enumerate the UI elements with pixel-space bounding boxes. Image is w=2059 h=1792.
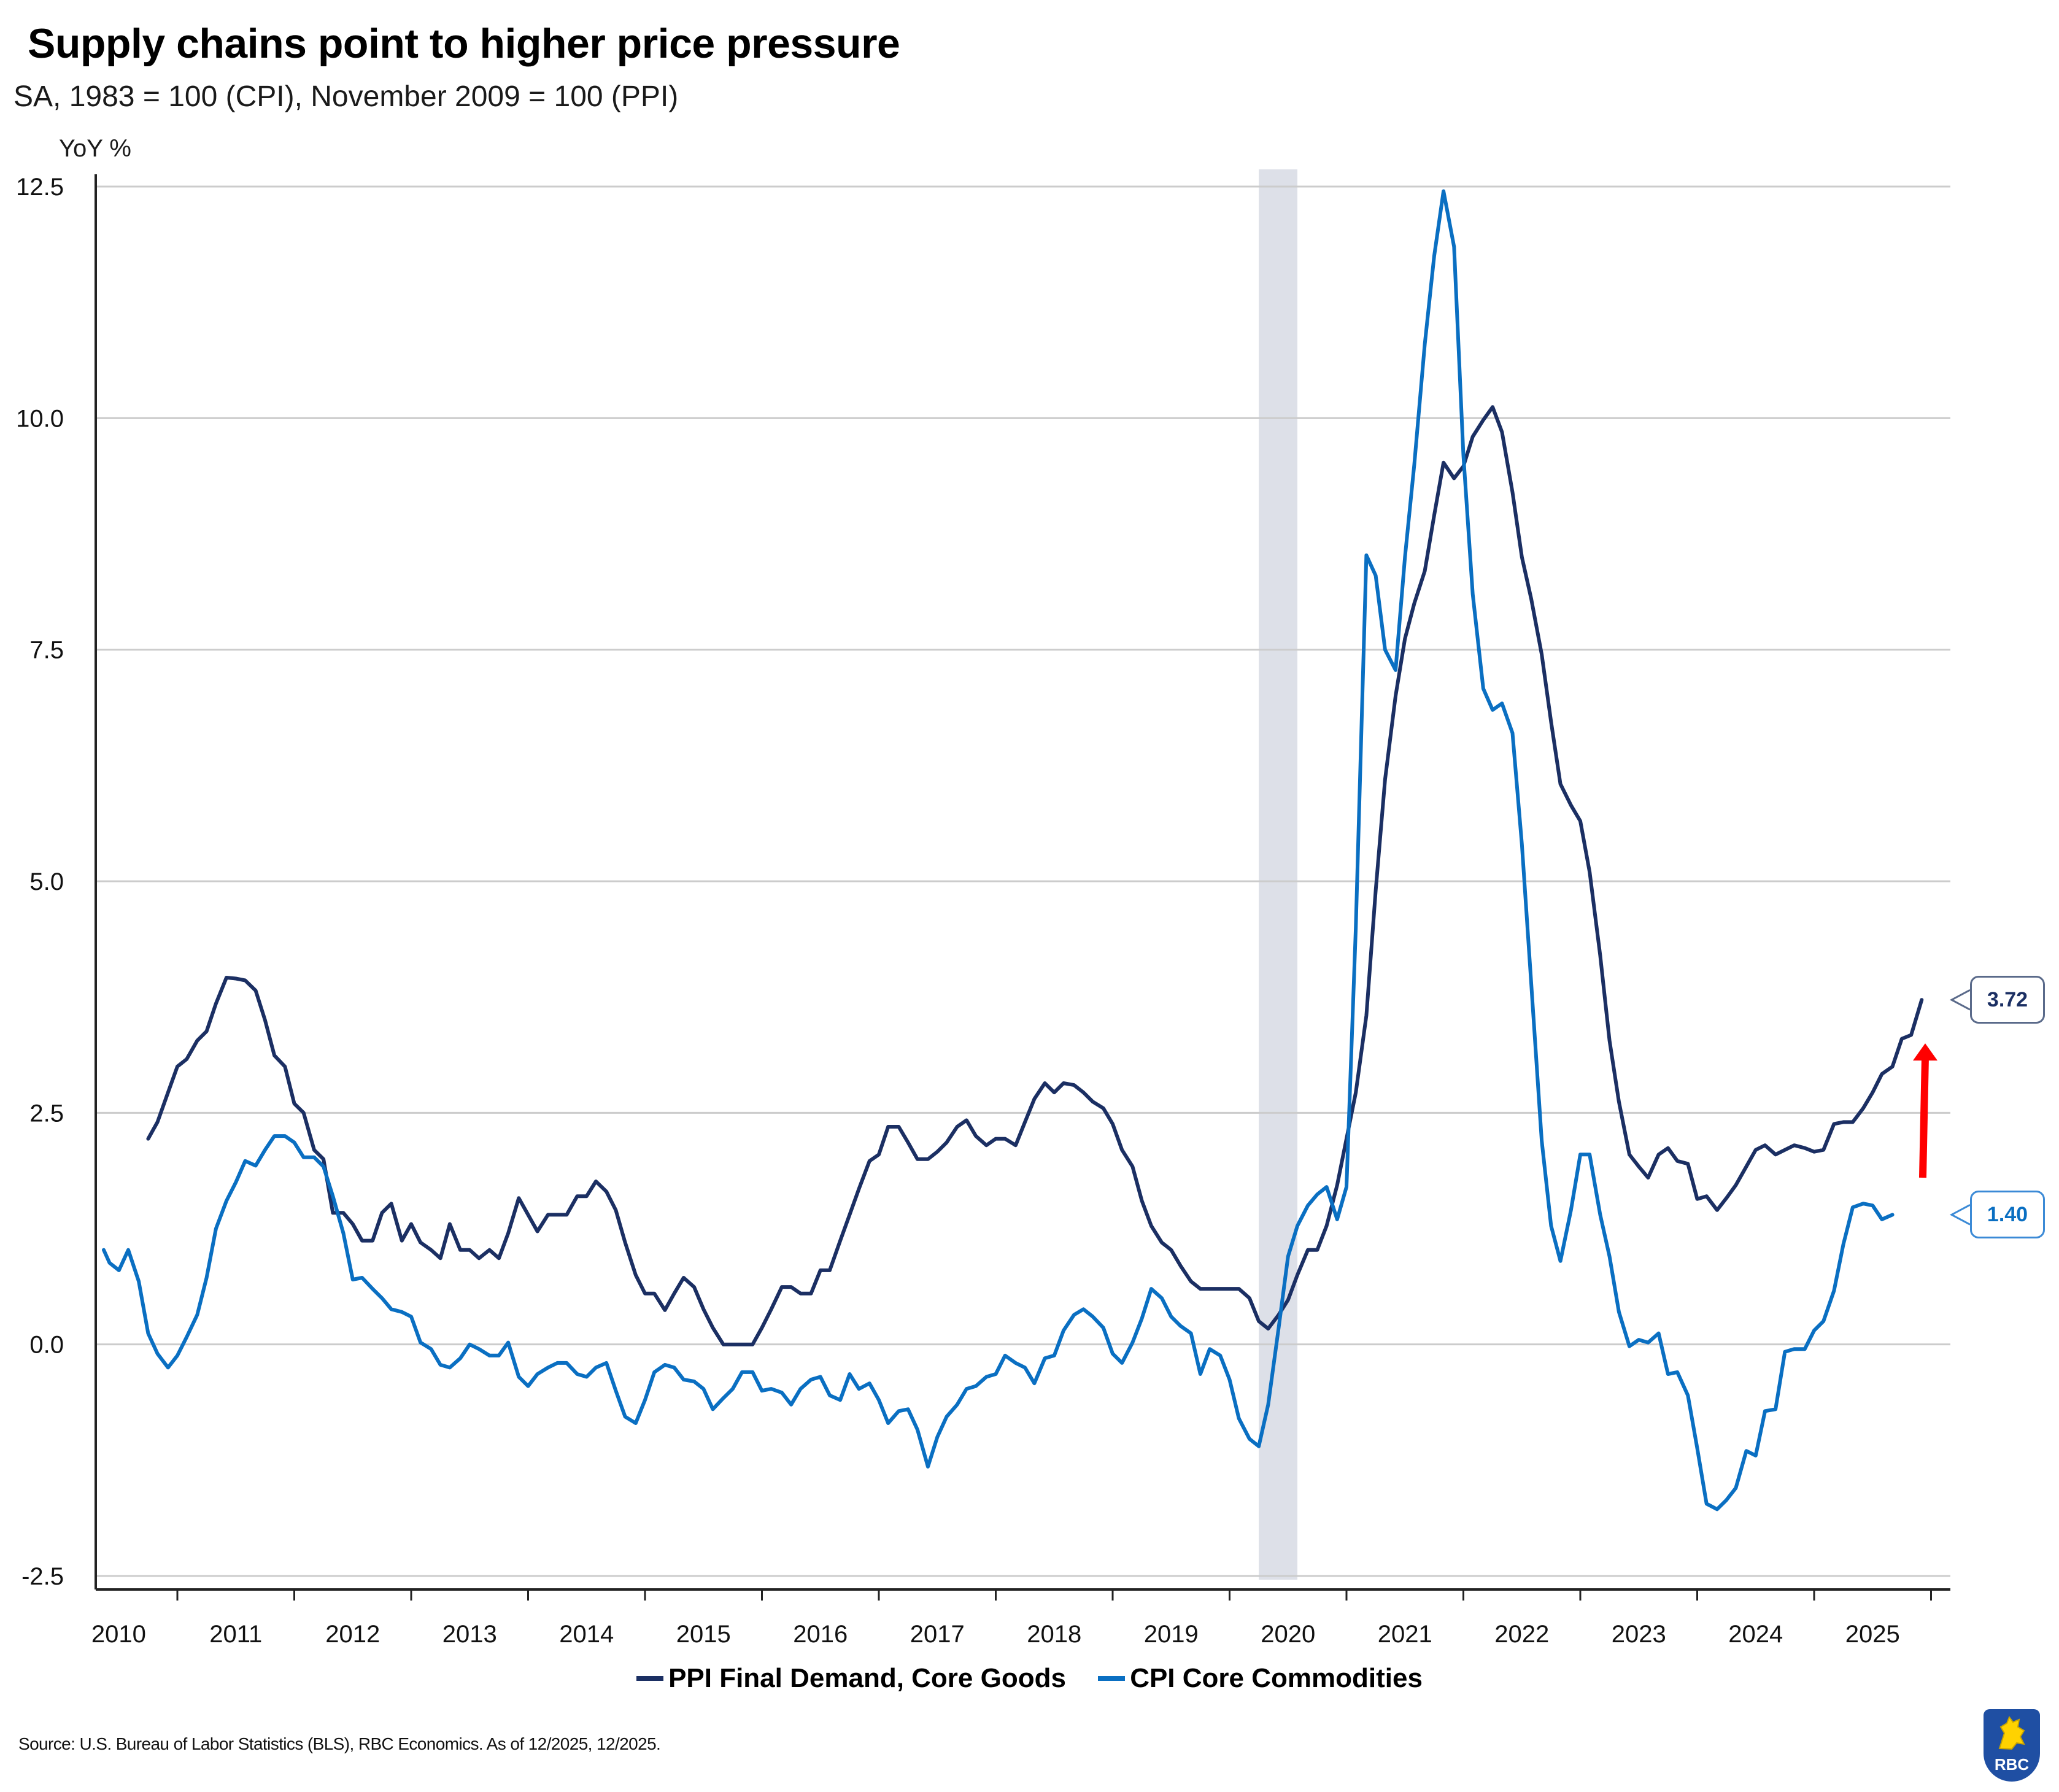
- cpi-line: [102, 189, 1895, 1512]
- red-arrow-shaft: [1918, 1058, 1929, 1178]
- cpi-last-value-callout: 1.40: [1970, 1191, 2045, 1239]
- rbc-logo: RBC: [1984, 1709, 2040, 1782]
- legend-item-ppi[interactable]: PPI Final Demand, Core Goods: [636, 1663, 1066, 1694]
- gridlines: [96, 185, 1950, 1577]
- recession-band: [1259, 169, 1297, 1580]
- legend-swatch-ppi: [636, 1676, 664, 1681]
- x-tick-label: 2022: [1494, 1621, 1549, 1648]
- source-note: Source: U.S. Bureau of Labor Statistics …: [18, 1734, 661, 1753]
- cpi-last-value: 1.40: [1987, 1202, 2028, 1226]
- x-tick-label: 2012: [325, 1621, 380, 1648]
- y-tick-label: -2.5: [21, 1563, 64, 1590]
- rbc-logo-text: RBC: [1994, 1755, 2030, 1774]
- legend-item-cpi[interactable]: CPI Core Commodities: [1098, 1663, 1423, 1694]
- recession-shading-layer: [1259, 169, 1297, 1580]
- callout-pointer: [1949, 1204, 1971, 1226]
- y-tick-label: 5.0: [29, 868, 64, 895]
- series-lines: [102, 189, 1924, 1512]
- x-tick-label: 2021: [1378, 1621, 1432, 1648]
- x-tick-label: 2010: [91, 1621, 146, 1648]
- legend-swatch-cpi: [1098, 1676, 1126, 1681]
- y-tick-label: 2.5: [29, 1100, 64, 1127]
- x-tick-label: 2017: [910, 1621, 965, 1648]
- legend-label-ppi: PPI Final Demand, Core Goods: [668, 1663, 1066, 1693]
- x-tick-label: 2018: [1027, 1621, 1081, 1648]
- ppi-line: [146, 405, 1924, 1346]
- x-tick-label: 2019: [1144, 1621, 1199, 1648]
- x-tick-label: 2015: [676, 1621, 731, 1648]
- x-tick-label: 2023: [1612, 1621, 1666, 1648]
- x-tick-label: 2024: [1728, 1621, 1783, 1648]
- y-tick-label: 12.5: [16, 174, 64, 201]
- callout-pointer: [1949, 989, 1971, 1011]
- annotations: [1912, 989, 1971, 1226]
- x-tick-label: 2020: [1261, 1621, 1315, 1648]
- axes: 12.5 10.0 7.5 5.0 2.5 0.0 -2.5 2010 2011 2012 2013…: [16, 174, 1950, 1648]
- y-tick-label: 10.0: [16, 405, 64, 432]
- rbc-lion-icon: [1998, 1715, 2025, 1750]
- legend: PPI Final Demand, Core Goods CPI Core Co…: [0, 1657, 2059, 1694]
- red-arrow-head: [1912, 1043, 1937, 1061]
- y-tick-label: 7.5: [29, 637, 64, 664]
- ppi-last-value: 3.72: [1987, 987, 2028, 1011]
- legend-label-cpi: CPI Core Commodities: [1130, 1663, 1423, 1693]
- y-tick-label: 0.0: [29, 1332, 64, 1359]
- chart-title: Supply chains point to higher price pres…: [28, 20, 900, 67]
- x-tick-label: 2011: [209, 1621, 262, 1648]
- y-axis-unit-label: YoY %: [59, 135, 131, 162]
- chart-subtitle: SA, 1983 = 100 (CPI), November 2009 = 10…: [14, 80, 679, 113]
- ppi-last-value-callout: 3.72: [1970, 976, 2045, 1024]
- x-tick-label: 2016: [793, 1621, 848, 1648]
- x-tick-label: 2013: [442, 1621, 497, 1648]
- x-tick-label: 2014: [559, 1621, 614, 1648]
- x-tick-label: 2025: [1845, 1621, 1900, 1648]
